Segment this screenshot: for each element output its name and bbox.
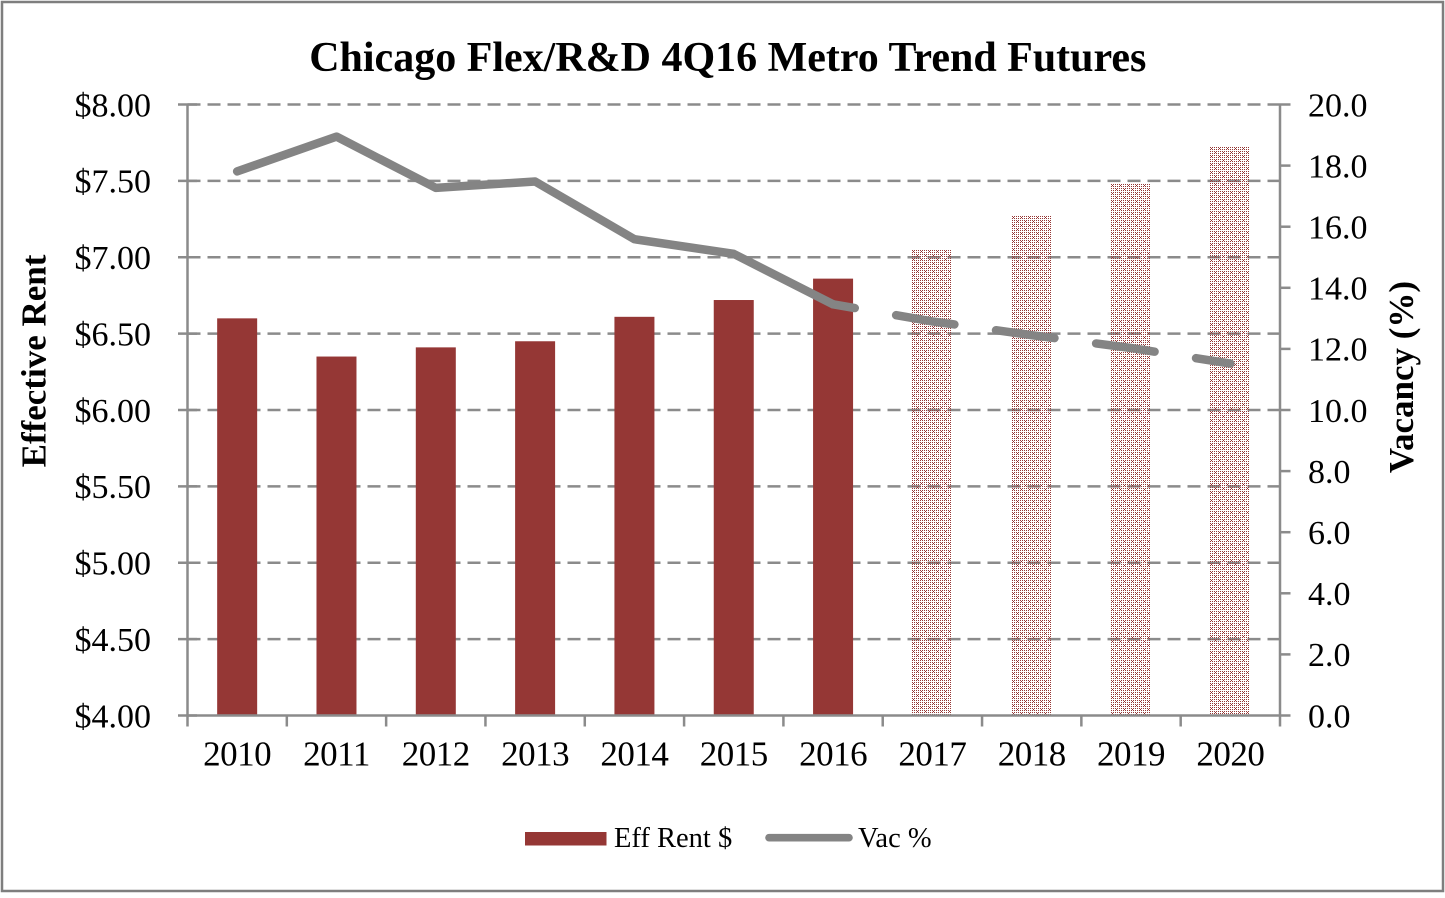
svg-text:2018: 2018 (998, 735, 1066, 774)
svg-text:Eff Rent $: Eff Rent $ (614, 823, 732, 854)
svg-text:2011: 2011 (303, 735, 370, 774)
svg-text:$6.00: $6.00 (75, 393, 152, 430)
svg-text:Effective Rent: Effective Rent (15, 254, 54, 467)
svg-text:Vac %: Vac % (858, 823, 932, 854)
svg-text:2.0: 2.0 (1308, 637, 1351, 674)
svg-text:4.0: 4.0 (1308, 576, 1351, 613)
svg-text:Vacancy (%): Vacancy (%) (1382, 281, 1421, 473)
svg-text:2014: 2014 (600, 735, 668, 774)
svg-text:2019: 2019 (1097, 735, 1165, 774)
svg-text:2017: 2017 (898, 735, 966, 774)
svg-text:0.0: 0.0 (1308, 698, 1351, 735)
svg-text:$4.00: $4.00 (75, 698, 152, 735)
svg-text:2016: 2016 (799, 735, 867, 774)
svg-text:6.0: 6.0 (1308, 515, 1351, 552)
svg-text:$5.50: $5.50 (75, 469, 152, 506)
svg-text:2012: 2012 (402, 735, 470, 774)
svg-text:8.0: 8.0 (1308, 454, 1351, 491)
svg-text:14.0: 14.0 (1308, 271, 1368, 308)
svg-text:$8.00: $8.00 (75, 87, 152, 124)
svg-text:$7.00: $7.00 (75, 240, 152, 277)
svg-text:2013: 2013 (501, 735, 569, 774)
svg-text:$6.50: $6.50 (75, 316, 152, 353)
svg-text:18.0: 18.0 (1308, 148, 1368, 185)
svg-text:$7.50: $7.50 (75, 164, 152, 201)
svg-text:2015: 2015 (700, 735, 768, 774)
svg-text:2010: 2010 (203, 735, 271, 774)
svg-text:12.0: 12.0 (1308, 332, 1368, 369)
svg-text:16.0: 16.0 (1308, 210, 1368, 247)
svg-text:$5.00: $5.00 (75, 546, 152, 583)
svg-text:2020: 2020 (1196, 735, 1264, 774)
svg-text:10.0: 10.0 (1308, 393, 1368, 430)
svg-text:Chicago Flex/R&D 4Q16 Metro Tr: Chicago Flex/R&D 4Q16 Metro Trend Future… (309, 35, 1146, 81)
svg-text:20.0: 20.0 (1308, 87, 1368, 124)
svg-text:$4.50: $4.50 (75, 622, 152, 659)
